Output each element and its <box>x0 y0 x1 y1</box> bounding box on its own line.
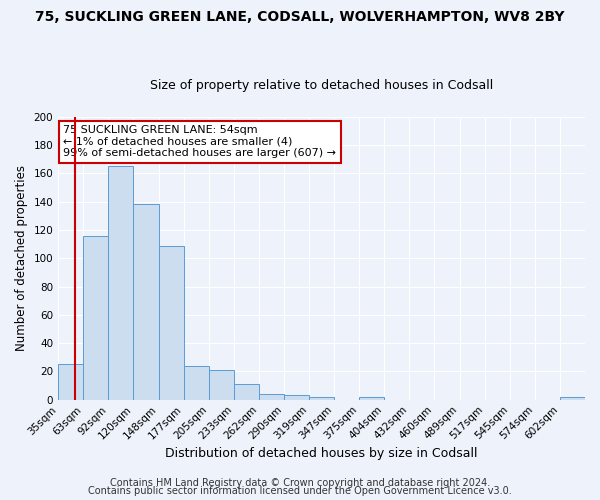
Bar <box>209 370 234 400</box>
Text: 75 SUCKLING GREEN LANE: 54sqm
← 1% of detached houses are smaller (4)
99% of sem: 75 SUCKLING GREEN LANE: 54sqm ← 1% of de… <box>64 126 337 158</box>
Bar <box>184 366 209 400</box>
Bar <box>109 166 133 400</box>
Bar <box>560 397 585 400</box>
Bar <box>234 384 259 400</box>
Bar <box>309 397 334 400</box>
Y-axis label: Number of detached properties: Number of detached properties <box>15 166 28 352</box>
Text: Contains public sector information licensed under the Open Government Licence v3: Contains public sector information licen… <box>88 486 512 496</box>
Bar <box>58 364 83 400</box>
Text: Contains HM Land Registry data © Crown copyright and database right 2024.: Contains HM Land Registry data © Crown c… <box>110 478 490 488</box>
X-axis label: Distribution of detached houses by size in Codsall: Distribution of detached houses by size … <box>166 447 478 460</box>
Text: 75, SUCKLING GREEN LANE, CODSALL, WOLVERHAMPTON, WV8 2BY: 75, SUCKLING GREEN LANE, CODSALL, WOLVER… <box>35 10 565 24</box>
Bar <box>83 236 109 400</box>
Bar <box>259 394 284 400</box>
Bar <box>359 397 385 400</box>
Bar <box>158 246 184 400</box>
Bar <box>284 396 309 400</box>
Title: Size of property relative to detached houses in Codsall: Size of property relative to detached ho… <box>150 79 493 92</box>
Bar <box>133 204 158 400</box>
